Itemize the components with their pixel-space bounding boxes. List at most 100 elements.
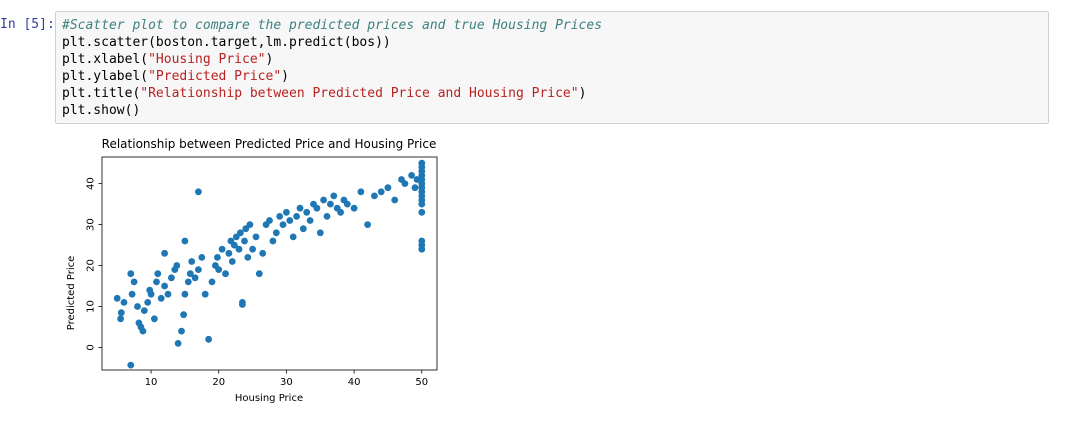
scatter-point bbox=[316, 229, 324, 237]
scatter-point bbox=[299, 225, 307, 233]
scatter-point bbox=[391, 196, 399, 204]
scatter-point bbox=[272, 229, 280, 237]
scatter-point bbox=[259, 249, 267, 257]
scatter-point bbox=[180, 311, 187, 319]
scatter-point bbox=[357, 188, 365, 196]
scatter-point bbox=[296, 204, 304, 212]
code-token: plt.title( bbox=[62, 86, 141, 101]
code-token: "Housing Price" bbox=[148, 52, 266, 67]
y-axis-ticks: 0 10 20 30 40 bbox=[86, 177, 102, 351]
scatter-chart: Relationship between Predicted Price and… bbox=[66, 137, 438, 404]
output-area: Relationship between Predicted Price and… bbox=[55, 130, 475, 415]
scatter-point bbox=[161, 249, 168, 257]
scatter-point bbox=[195, 266, 202, 273]
scatter-point bbox=[117, 309, 125, 317]
scatter-point bbox=[113, 294, 121, 302]
scatter-point bbox=[303, 208, 311, 216]
x-axis-label: Housing Price bbox=[235, 393, 303, 404]
scatter-point bbox=[239, 301, 246, 308]
scatter-point bbox=[283, 208, 290, 216]
scatter-point bbox=[144, 299, 152, 306]
code-token: plt.show() bbox=[62, 103, 141, 118]
code-token: ) bbox=[578, 86, 587, 101]
scatter-point bbox=[418, 159, 426, 167]
code-editor[interactable]: #Scatter plot to compare the predicted p… bbox=[62, 17, 602, 119]
code-token: ) bbox=[281, 69, 289, 84]
scatter-point bbox=[237, 229, 244, 237]
y-tick-label: 30 bbox=[86, 218, 97, 231]
code-token: "Predicted Price" bbox=[148, 69, 282, 84]
x-tick-label: 30 bbox=[280, 377, 293, 388]
y-tick-label: 0 bbox=[86, 344, 97, 350]
scatter-point bbox=[173, 262, 181, 269]
scatter-point bbox=[151, 315, 158, 323]
cell-prompt: In [5]: bbox=[0, 17, 55, 32]
scatter-point bbox=[191, 274, 199, 282]
scatter-point bbox=[215, 266, 223, 273]
code-token: plt.scatter(boston.target,lm.predict(bos… bbox=[62, 35, 391, 50]
scatter-point bbox=[127, 270, 135, 278]
scatter-point bbox=[127, 361, 135, 369]
code-token: "Relationship between Predicted Price an… bbox=[140, 86, 579, 101]
scatter-point bbox=[337, 208, 344, 216]
scatter-point bbox=[255, 270, 263, 278]
scatter-point bbox=[186, 270, 194, 278]
y-tick-label: 10 bbox=[86, 300, 97, 313]
scatter-point bbox=[222, 270, 229, 278]
scatter-point bbox=[188, 258, 196, 265]
scatter-point bbox=[201, 290, 209, 298]
x-tick-label: 50 bbox=[415, 377, 428, 388]
scatter-point bbox=[377, 188, 385, 196]
code-token: ) bbox=[265, 52, 274, 67]
scatter-point bbox=[140, 307, 148, 314]
scatter-point bbox=[327, 200, 334, 208]
scatter-point bbox=[230, 241, 238, 249]
scatter-point bbox=[120, 299, 128, 306]
scatter-point bbox=[279, 221, 287, 228]
code-token: #Scatter plot to compare the predicted p… bbox=[62, 18, 603, 33]
plot-frame bbox=[101, 156, 438, 371]
code-cell[interactable]: #Scatter plot to compare the predicted p… bbox=[55, 11, 1049, 124]
scatter-point bbox=[154, 270, 162, 278]
scatter-point bbox=[178, 327, 185, 335]
scatter-point bbox=[418, 208, 426, 216]
scatter-point bbox=[384, 184, 392, 192]
scatter-point bbox=[174, 340, 182, 347]
scatter-point bbox=[181, 290, 189, 298]
scatter-point bbox=[401, 180, 409, 187]
scatter-point bbox=[371, 192, 378, 200]
scatter-point bbox=[364, 221, 371, 228]
scatter-point bbox=[205, 335, 213, 343]
scatter-point bbox=[289, 233, 297, 241]
scatter-point bbox=[228, 258, 236, 265]
scatter-point bbox=[164, 290, 172, 298]
scatter-point bbox=[225, 249, 233, 257]
scatter-point bbox=[134, 303, 141, 310]
scatter-point bbox=[411, 184, 419, 192]
scatter-point bbox=[128, 290, 136, 298]
scatter-point bbox=[184, 278, 192, 286]
scatter-point bbox=[313, 204, 321, 212]
chart-title: Relationship between Predicted Price and… bbox=[102, 137, 437, 151]
scatter-point bbox=[214, 254, 221, 261]
scatter-point bbox=[252, 233, 260, 241]
scatter-point bbox=[195, 188, 202, 196]
scatter-point bbox=[147, 290, 155, 298]
y-tick-label: 40 bbox=[86, 177, 97, 190]
code-token: plt.ylabel( bbox=[62, 69, 149, 84]
x-tick-label: 20 bbox=[212, 377, 225, 388]
scatter-point bbox=[350, 204, 358, 212]
scatter-point bbox=[320, 196, 327, 204]
scatter-point bbox=[418, 237, 426, 245]
scatter-point bbox=[343, 200, 351, 208]
scatter-point bbox=[168, 274, 175, 282]
scatter-point bbox=[139, 327, 147, 335]
scatter-points bbox=[113, 159, 426, 369]
scatter-point bbox=[157, 294, 165, 302]
scatter-point bbox=[276, 213, 284, 220]
scatter-point bbox=[181, 237, 189, 245]
y-tick-label: 20 bbox=[86, 259, 97, 272]
scatter-point bbox=[286, 217, 294, 224]
scatter-point bbox=[161, 282, 168, 290]
scatter-point bbox=[249, 245, 256, 253]
